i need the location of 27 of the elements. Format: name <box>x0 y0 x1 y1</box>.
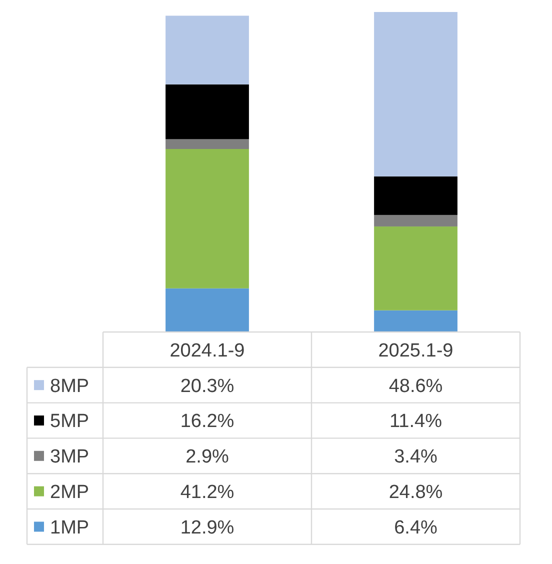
data-label: 41.2% <box>180 482 234 503</box>
bar <box>166 139 249 149</box>
bar <box>166 84 249 140</box>
legend-label: 8MP <box>50 376 90 397</box>
legend-label: 5MP <box>50 411 90 432</box>
x-tick-label: 2025.1-9 <box>378 340 454 362</box>
bar <box>374 226 458 310</box>
bar <box>374 12 458 176</box>
data-label: 20.3% <box>180 376 234 397</box>
data-label: 3.4% <box>394 446 438 468</box>
bar <box>374 310 458 332</box>
bar <box>166 149 249 288</box>
bar <box>374 214 458 226</box>
data-label: 11.4% <box>390 411 442 432</box>
x-tick-label: 2024.1-9 <box>170 340 245 362</box>
legend-label: 1MP <box>50 517 90 538</box>
data-label: 6.4% <box>394 517 438 538</box>
legend-label: 2MP <box>50 482 90 503</box>
bar <box>166 16 249 84</box>
data-label: 24.8% <box>388 482 443 503</box>
data-label: 48.6% <box>388 376 443 397</box>
bar <box>374 176 458 215</box>
legend-label: 3MP <box>50 446 90 468</box>
data-label: 12.9% <box>180 517 234 538</box>
data-label: 16.2% <box>180 411 234 432</box>
bar <box>166 288 249 332</box>
data-label: 2.9% <box>186 446 230 468</box>
